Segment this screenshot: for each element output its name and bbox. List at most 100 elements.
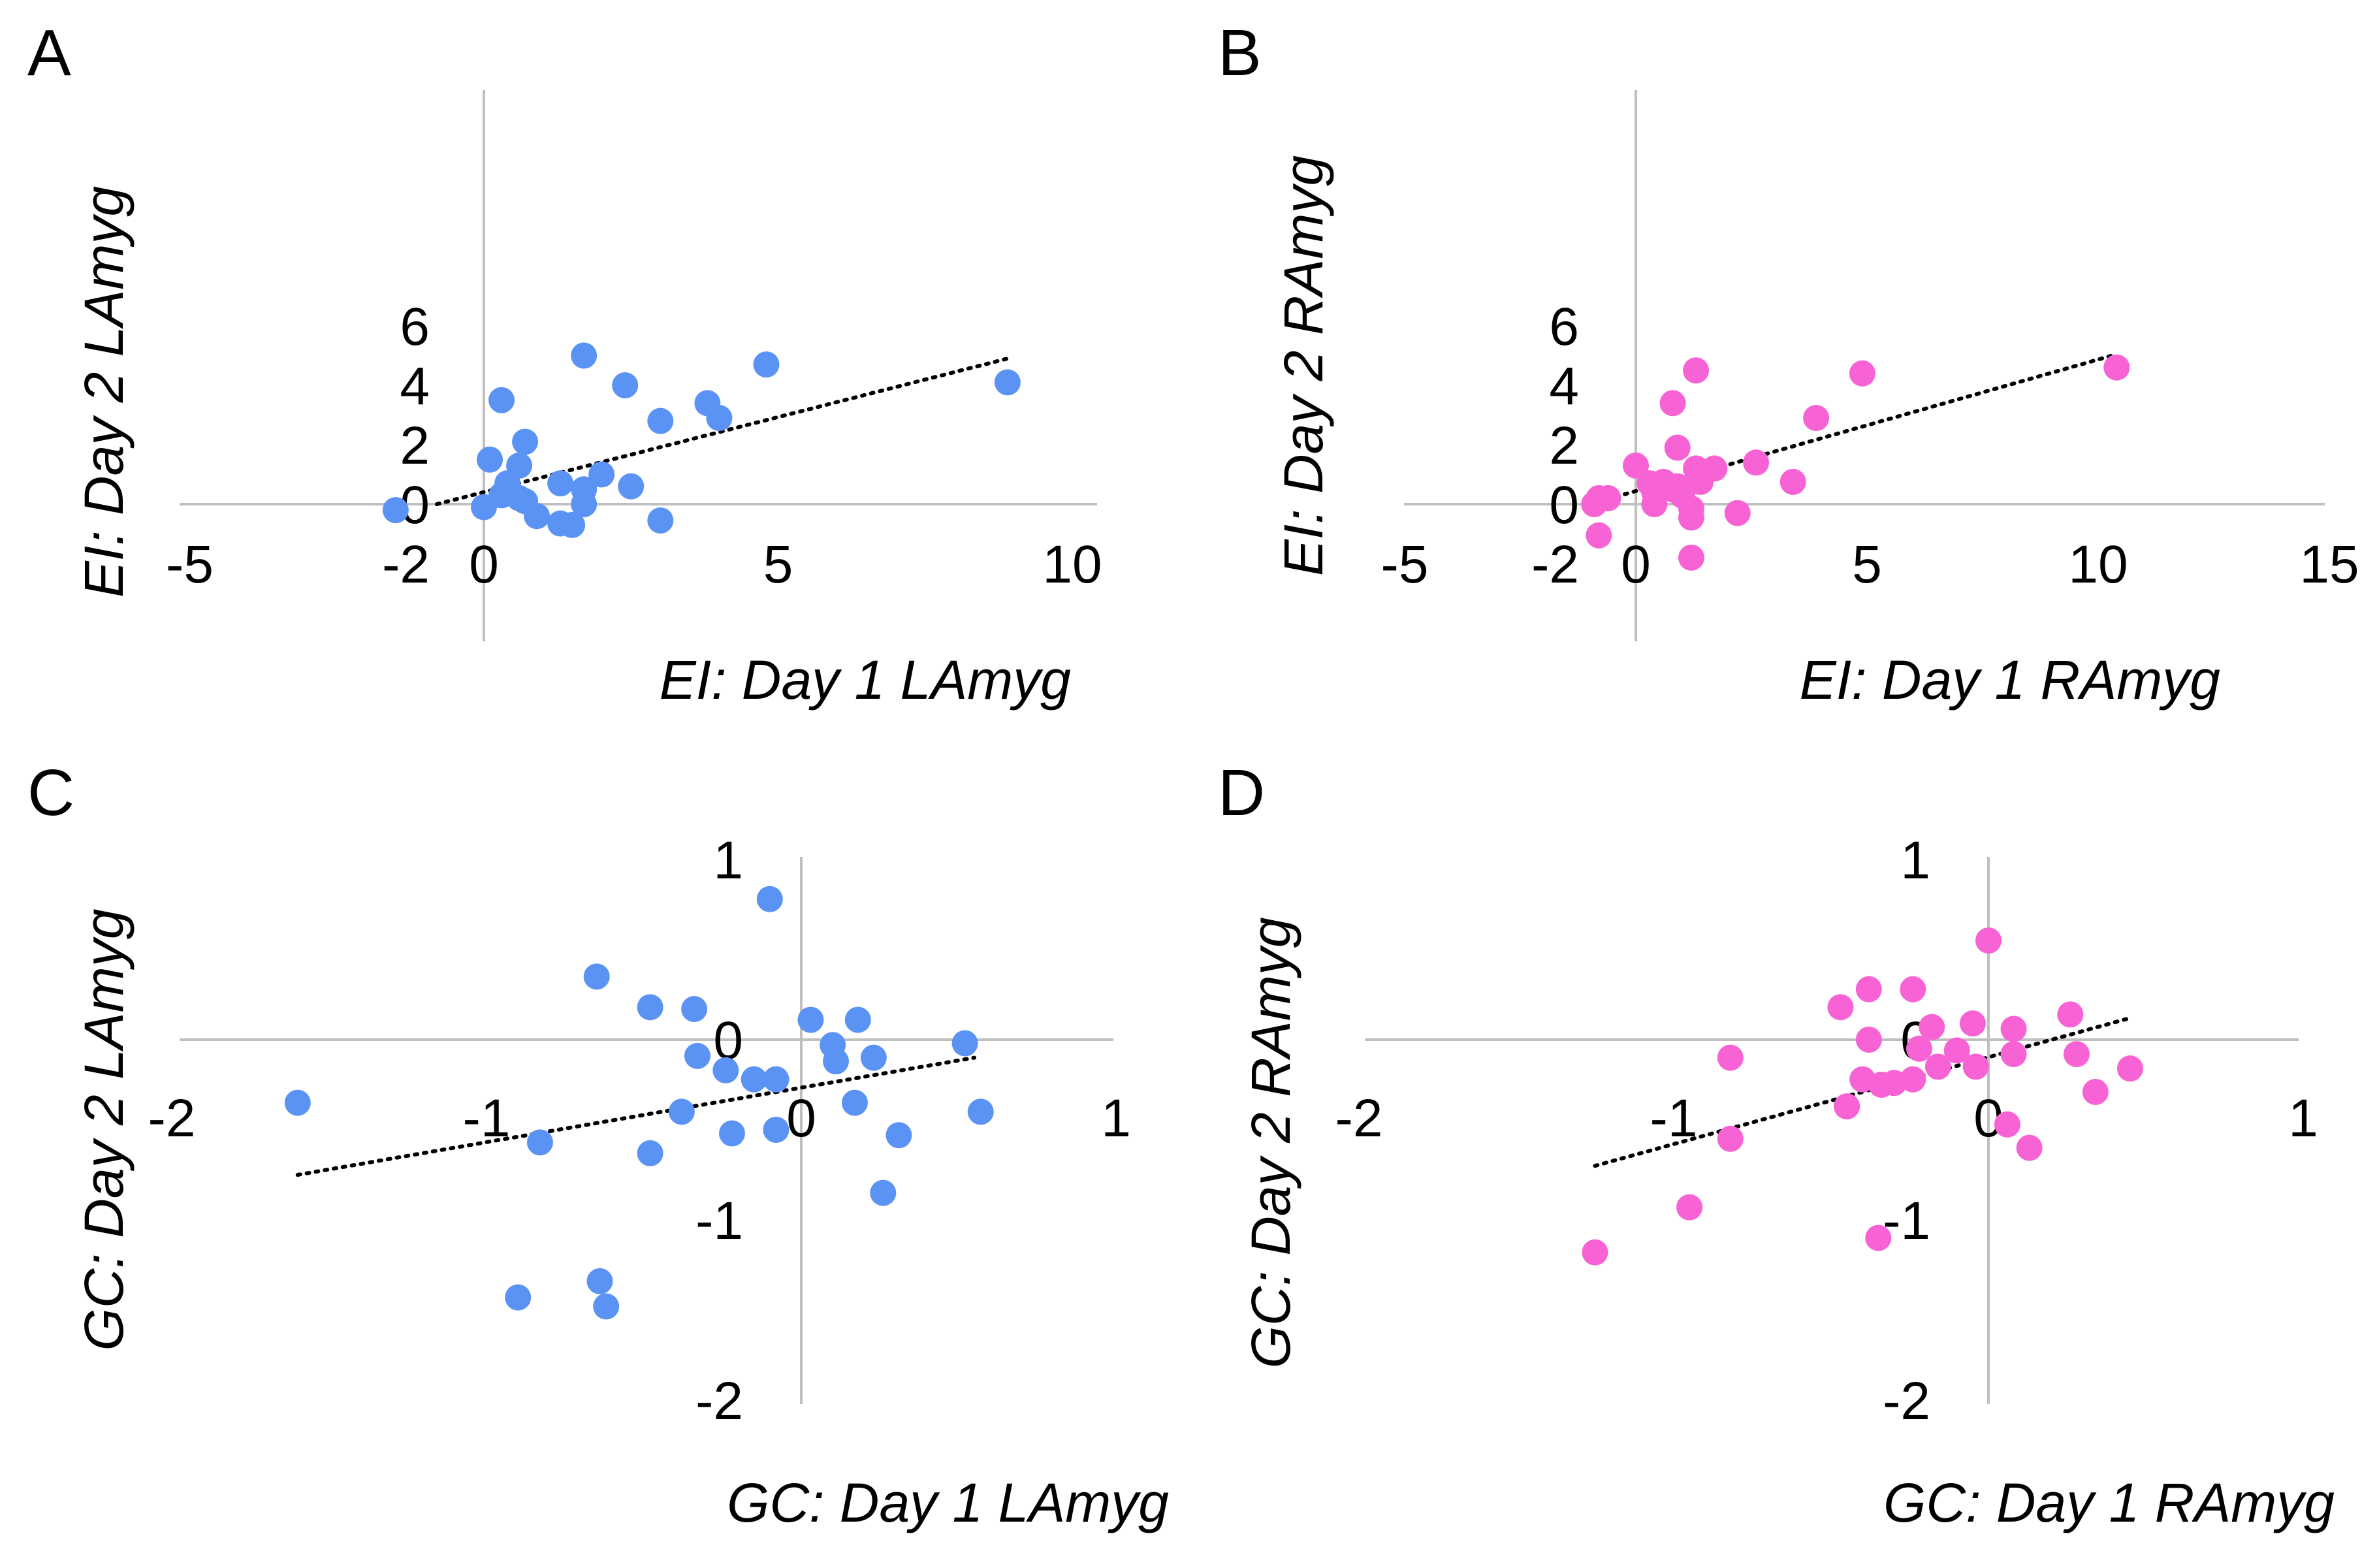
data-point [2000, 1016, 2027, 1042]
data-points [1581, 354, 2130, 571]
panel-letter: D [1218, 756, 1265, 829]
x-tick-label: -5 [1381, 535, 1429, 594]
y-tick-label: -2 [382, 535, 430, 594]
data-point [756, 886, 783, 912]
data-point [2000, 1041, 2027, 1068]
data-point [583, 963, 610, 990]
data-point [1676, 1194, 1703, 1221]
data-point [1664, 434, 1691, 461]
data-point [668, 1098, 695, 1125]
data-point [588, 461, 615, 488]
x-tick-label: 10 [2068, 535, 2128, 594]
data-point [2116, 1055, 2143, 1082]
data-point [1724, 500, 1751, 526]
y-tick-label: 6 [1549, 297, 1579, 357]
panel-letter: A [27, 16, 71, 89]
data-points [284, 886, 994, 1320]
data-point [524, 503, 550, 530]
x-tick-label: -2 [1335, 1089, 1383, 1148]
x-tick-label: 1 [1101, 1089, 1131, 1148]
data-point [1659, 390, 1686, 417]
x-tick-label: 1 [2288, 1089, 2318, 1148]
data-point [547, 470, 574, 497]
y-tick-label: -2 [1531, 535, 1579, 594]
data-point [512, 428, 539, 455]
data-point [1827, 994, 1854, 1021]
y-tick-label: 4 [1549, 357, 1579, 416]
y-tick-label: 2 [1549, 416, 1579, 475]
y-tick-label: 1 [1900, 831, 1930, 890]
y-tick-label: 6 [400, 297, 430, 357]
data-point [647, 507, 674, 534]
data-point [844, 1006, 871, 1033]
data-point [1865, 1224, 1892, 1251]
data-point [1803, 405, 1830, 432]
data-point [684, 1042, 710, 1069]
data-point [841, 1089, 868, 1116]
x-tick-label: -1 [463, 1089, 511, 1148]
trend-line [434, 357, 1010, 506]
data-point [1743, 449, 1770, 476]
data-point [1962, 1053, 1989, 1080]
data-point [2103, 354, 2130, 381]
data-point [586, 1268, 613, 1294]
data-point [681, 996, 708, 1023]
data-point [2016, 1134, 2043, 1161]
y-tick-label: 0 [1549, 475, 1579, 535]
data-point [753, 351, 780, 378]
data-point [1994, 1111, 2020, 1138]
panel-c: C -2 -1 0 1 -2 -1 0 1 GC: Day 1 LAmyg GC: Day … [27, 756, 1169, 1533]
data-point [382, 497, 409, 524]
data-point [1641, 491, 1668, 517]
data-point [1678, 504, 1704, 531]
data-point [870, 1179, 897, 1206]
data-point [1586, 522, 1612, 549]
data-point [559, 511, 586, 538]
x-tick-labels: -2 -1 0 1 [1335, 1089, 2318, 1148]
data-point [1779, 468, 1806, 495]
y-tick-label: -2 [1883, 1371, 1930, 1431]
data-point [823, 1048, 850, 1075]
data-point [860, 1044, 887, 1071]
data-point [763, 1066, 790, 1093]
data-point [505, 1284, 532, 1311]
data-point [2082, 1079, 2109, 1106]
data-point [637, 994, 663, 1021]
data-point [637, 1140, 663, 1166]
data-point [797, 1006, 824, 1033]
data-point [951, 1030, 978, 1057]
data-point [1678, 544, 1704, 571]
y-axis-title: EI: Day 2 LAmyg [73, 186, 135, 598]
y-axis-title: GC: Day 2 LAmyg [73, 909, 135, 1351]
y-tick-label: 4 [400, 357, 430, 416]
data-point [885, 1122, 912, 1149]
y-tick-label: -2 [695, 1371, 743, 1431]
data-points [382, 342, 1021, 538]
data-point [763, 1117, 790, 1143]
data-point [1849, 360, 1875, 387]
data-point [1687, 468, 1714, 495]
x-tick-label: -1 [1650, 1089, 1698, 1148]
data-point [1623, 452, 1649, 479]
x-tick-label: 10 [1042, 535, 1102, 594]
y-tick-label: 2 [400, 416, 430, 475]
y-axis-title: EI: Day 2 RAmyg [1273, 155, 1334, 576]
data-point [967, 1098, 994, 1125]
data-point [1906, 1035, 1932, 1062]
x-axis-title: GC: Day 1 LAmyg [727, 1472, 1169, 1533]
data-point [1855, 976, 1882, 1002]
y-tick-label: -1 [695, 1191, 743, 1251]
x-axis-title: EI: Day 1 RAmyg [1800, 649, 2220, 711]
data-point [1595, 485, 1621, 511]
y-tick-label: 1 [713, 831, 743, 890]
x-axis-title: GC: Day 1 RAmyg [1883, 1472, 2335, 1533]
data-point [571, 342, 598, 369]
x-tick-labels: -5 0 5 10 15 [1381, 535, 2359, 594]
data-point [526, 1129, 553, 1156]
data-point [1683, 357, 1710, 384]
data-point [477, 446, 503, 473]
